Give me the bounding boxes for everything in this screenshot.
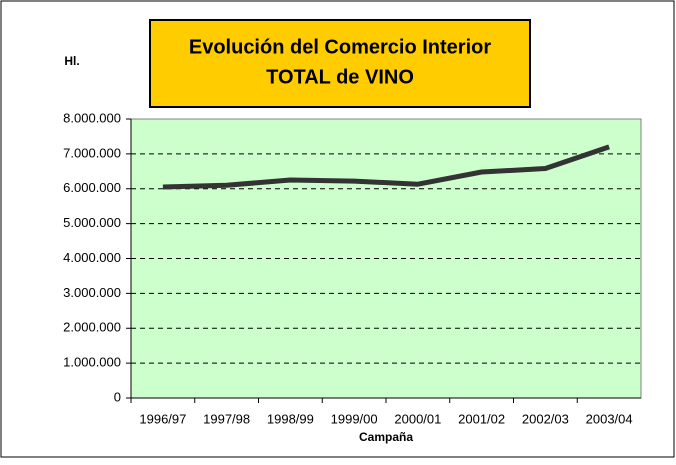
y-tick-label: 1.000.000 — [63, 355, 121, 370]
x-tick-label: 2001/02 — [458, 411, 505, 426]
x-tick-label: 2002/03 — [522, 411, 569, 426]
x-tick-label: 1998/99 — [267, 411, 314, 426]
y-tick-label: 4.000.000 — [63, 250, 121, 265]
chart-title: TOTAL de VINO — [266, 66, 414, 88]
y-tick-label: 0 — [114, 389, 121, 404]
data-line — [162, 144, 610, 190]
y-tick-label: 7.000.000 — [63, 145, 121, 160]
y-tick-label: 2.000.000 — [63, 320, 121, 335]
x-tick-label: 2000/01 — [394, 411, 441, 426]
x-tick-label: 1996/97 — [139, 411, 186, 426]
y-tick-label: 5.000.000 — [63, 215, 121, 230]
y-tick-label: 6.000.000 — [63, 180, 121, 195]
x-tick-label: 1999/00 — [331, 411, 378, 426]
y-tick-label: 8.000.000 — [63, 110, 121, 125]
x-tick-label: 2003/04 — [586, 411, 633, 426]
y-tick-label: 3.000.000 — [63, 285, 121, 300]
x-tick-label: 1997/98 — [203, 411, 250, 426]
y-axis-label: Hl. — [64, 54, 79, 68]
title-box — [149, 19, 531, 108]
x-axis-label: Campaña — [359, 430, 413, 444]
chart-title: Evolución del Comercio Interior — [189, 36, 491, 58]
